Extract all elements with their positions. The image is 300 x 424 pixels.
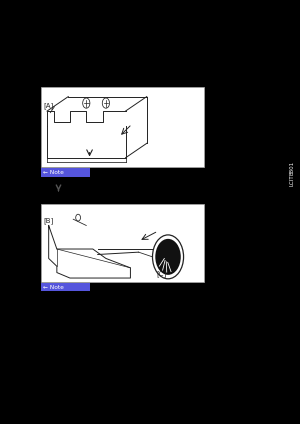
FancyBboxPatch shape xyxy=(40,283,90,291)
Text: B801: B801 xyxy=(290,160,295,175)
FancyBboxPatch shape xyxy=(40,168,90,177)
Circle shape xyxy=(152,235,184,279)
Text: ← Note: ← Note xyxy=(43,170,64,175)
FancyBboxPatch shape xyxy=(40,204,204,282)
Text: [C]: [C] xyxy=(157,271,167,277)
Circle shape xyxy=(155,239,181,275)
Text: [A]: [A] xyxy=(44,102,54,109)
Text: ← Note: ← Note xyxy=(43,285,64,290)
FancyBboxPatch shape xyxy=(40,87,204,167)
Text: LCIT: LCIT xyxy=(290,174,295,186)
Text: [B]: [B] xyxy=(44,218,54,224)
